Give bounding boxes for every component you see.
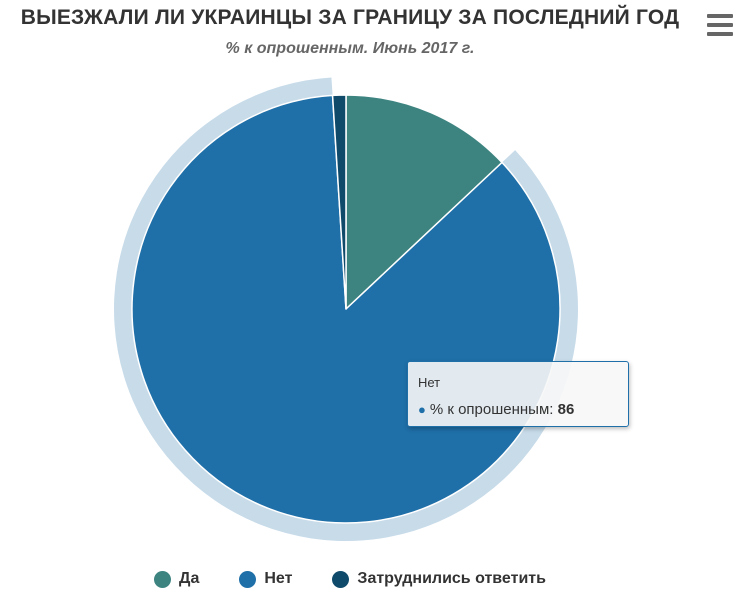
legend-dot-icon: [332, 570, 350, 588]
tooltip-title: Нет: [418, 375, 441, 390]
tooltip-value: 86: [557, 401, 575, 418]
pie-slice-2[interactable]: [331, 94, 347, 310]
pie-chart: [113, 77, 578, 542]
chart-title: ВЫЕЗЖАЛИ ЛИ УКРАИНЦЫ ЗА ГРАНИЦУ ЗА ПОСЛЕ…: [20, 6, 680, 29]
legend-label-no: Нет: [264, 570, 293, 587]
hamburger-icon[interactable]: [705, 14, 735, 38]
legend-item-no[interactable]: Нет: [239, 570, 292, 588]
pie-slice-0[interactable]: [345, 94, 503, 310]
chart-tooltip: Нет ●% к опрошенным: 86: [407, 361, 629, 427]
legend-item-yes[interactable]: Да: [154, 570, 199, 588]
tooltip-row: ●% к опрошенным: 86: [418, 401, 574, 418]
legend-item-undecided[interactable]: Затруднились ответить: [332, 570, 546, 588]
legend-dot-icon: [154, 570, 172, 588]
tooltip-label: % к опрошенным:: [429, 401, 554, 418]
legend-dot-icon: [239, 570, 257, 588]
tooltip-dot-icon: ●: [418, 402, 426, 417]
legend-label-undecided: Затруднились ответить: [357, 570, 546, 587]
legend: Да Нет Затруднились ответить: [0, 566, 700, 592]
chart-subtitle: % к опрошенным. Июнь 2017 г.: [225, 40, 475, 57]
legend-label-yes: Да: [179, 570, 200, 587]
